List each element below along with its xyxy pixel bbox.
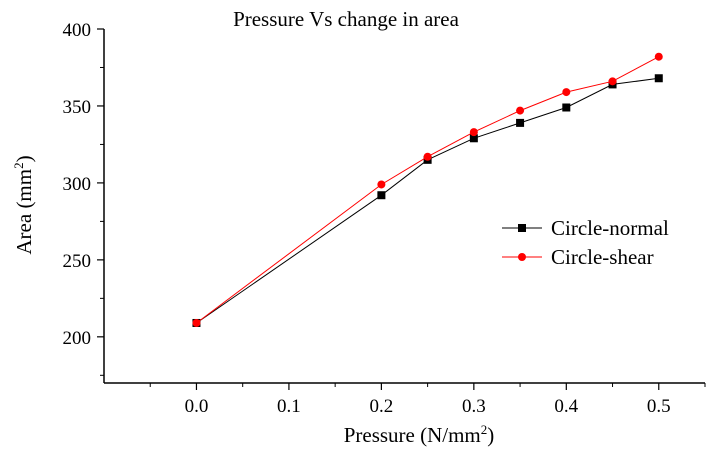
x-tick-label: 0.2 [370,396,394,417]
series-layer [192,52,663,327]
legend: Circle-normal Circle-shear [502,216,669,269]
y-tick-label: 400 [63,20,92,41]
x-tick-label: 0.5 [647,396,671,417]
series-line-circle-shear [196,56,660,324]
x-axis-label-superscript: 2 [481,422,488,437]
series-line-circle-normal [196,77,659,324]
y-ticks: 200 250 300 350 400 [63,20,104,376]
legend-label-circle-shear: Circle-shear [551,245,654,269]
legend-item-circle-shear: Circle-shear [502,245,654,269]
data-point-circle-normal [469,134,478,143]
data-point-circle-normal [377,191,386,200]
data-point-circle-shear [608,77,617,86]
y-tick-label: 300 [63,174,92,195]
data-point-circle-shear [562,88,571,97]
data-point-circle-shear [516,106,525,115]
x-tick-label: 0.3 [462,396,486,417]
series-circle-normal [192,74,663,327]
x-tick-label: 0.4 [554,396,578,417]
legend-label-circle-normal: Circle-normal [551,216,669,240]
data-point-circle-normal [562,103,571,112]
data-point-circle-shear [377,180,386,189]
y-tick-label: 350 [63,97,92,118]
data-point-circle-shear [654,52,663,61]
data-point-circle-shear [423,152,432,161]
legend-marker-circle-shear [518,253,526,261]
axes [103,29,705,384]
x-axis-label-suffix: ) [487,423,494,447]
x-tick-label: 0.1 [277,396,301,417]
chart-title: Pressure Vs change in area [233,7,460,31]
data-point-circle-normal [516,118,525,127]
y-axis-label-superscript: 2 [11,162,26,169]
x-axis-label: Pressure (N/mm2) [344,422,495,447]
y-tick-label: 250 [63,251,92,272]
x-ticks: 0.0 0.1 0.2 0.3 0.4 0.5 [149,383,706,417]
x-tick-label: 0.0 [185,396,209,417]
legend-marker-circle-normal [518,224,526,232]
y-axis-label-text: Area (mm [12,169,36,255]
data-point-circle-shear [192,318,201,327]
data-point-circle-shear [469,128,478,137]
series-circle-shear [192,52,663,327]
y-axis-label-suffix: ) [12,155,36,162]
y-tick-label: 200 [63,328,92,349]
data-point-circle-normal [654,74,663,83]
y-axis-label: Area (mm2) [11,155,36,254]
x-axis-label-text: Pressure (N/mm [344,423,481,447]
legend-item-circle-normal: Circle-normal [502,216,669,240]
